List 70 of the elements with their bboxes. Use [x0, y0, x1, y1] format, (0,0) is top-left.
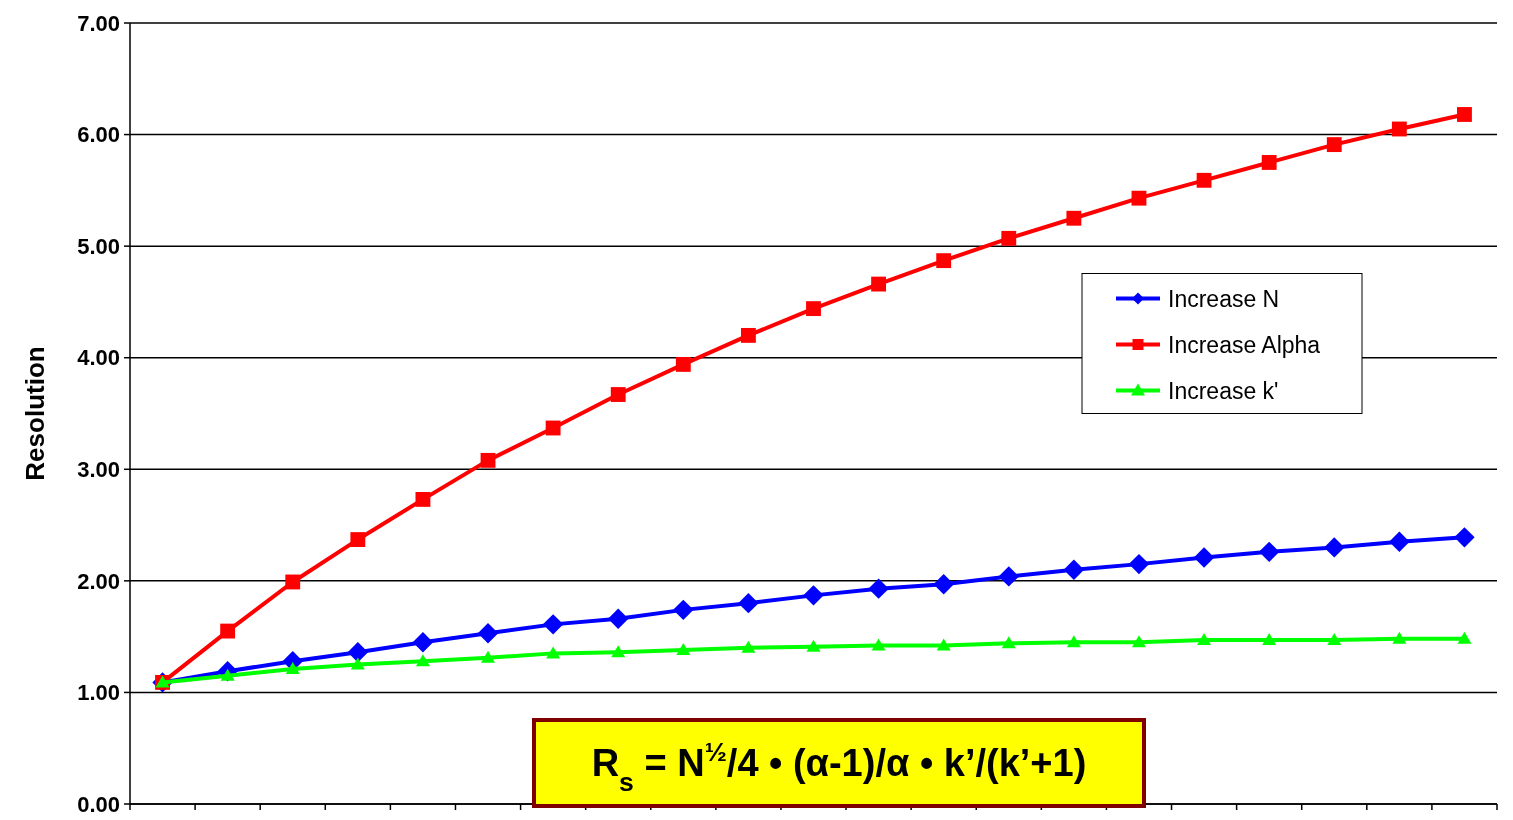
y-tick-label: 7.00: [77, 10, 120, 36]
point: [871, 638, 886, 651]
point: [1457, 107, 1472, 122]
point: [1001, 636, 1016, 649]
y-tick-label: 0.00: [77, 791, 120, 817]
point: [806, 301, 821, 317]
legend-label: Increase N: [1168, 285, 1280, 312]
point: [545, 420, 561, 436]
point: [1066, 210, 1082, 226]
point: [1196, 172, 1212, 188]
point: [936, 253, 952, 269]
point: [350, 532, 366, 547]
point: [415, 654, 430, 667]
point: [1197, 632, 1212, 645]
annotation: R$_{s}$ = N$^{½}$/4 • (α-1)/α • k’/(k’+1): [591, 737, 1087, 798]
point: [741, 640, 756, 653]
point: [676, 643, 691, 656]
point: [675, 356, 691, 372]
point: [1001, 230, 1017, 246]
point: [1063, 559, 1085, 580]
point: [868, 578, 889, 599]
y-axis-title: Resolution: [20, 346, 50, 481]
point: [1066, 635, 1081, 648]
point: [347, 642, 369, 663]
point: [285, 662, 300, 674]
point: [1131, 635, 1146, 648]
point: [803, 585, 824, 606]
point: [220, 623, 236, 639]
y-tick-label: 4.00: [77, 345, 120, 371]
point: [1261, 155, 1277, 170]
point: [1262, 632, 1277, 645]
point: [1389, 531, 1410, 553]
point: [1324, 537, 1345, 558]
legend-label: Increase k': [1168, 377, 1279, 404]
point: [1128, 553, 1150, 575]
point: [806, 639, 821, 652]
point: [608, 608, 629, 629]
y-tick-label: 6.00: [77, 122, 120, 148]
point: [738, 592, 759, 614]
point: [1258, 541, 1280, 563]
point: [1193, 547, 1215, 568]
point: [610, 387, 626, 402]
point: [412, 632, 434, 653]
point: [480, 452, 496, 468]
point: [1392, 631, 1407, 644]
y-tick-label: 3.00: [77, 456, 120, 482]
point: [1327, 632, 1342, 645]
point: [1326, 137, 1342, 153]
point: [740, 327, 756, 343]
point: [1131, 190, 1147, 206]
point: [285, 574, 301, 590]
y-tick-label: 5.00: [77, 233, 120, 259]
point: [542, 614, 564, 635]
y-tick-label: 1.00: [77, 680, 120, 706]
point: [1391, 121, 1407, 137]
point: [998, 566, 1019, 587]
point: [546, 646, 561, 659]
point: [611, 645, 626, 658]
legend-label: Increase Alpha: [1168, 331, 1321, 358]
point: [477, 623, 499, 644]
point: [936, 638, 951, 651]
point: [673, 599, 694, 621]
point: [1457, 631, 1472, 644]
y-tick-label: 2.00: [77, 568, 120, 594]
point: [415, 491, 431, 507]
point: [933, 574, 954, 595]
point: [350, 657, 365, 670]
point: [871, 276, 887, 292]
point: [1454, 527, 1475, 548]
point: [481, 650, 496, 663]
